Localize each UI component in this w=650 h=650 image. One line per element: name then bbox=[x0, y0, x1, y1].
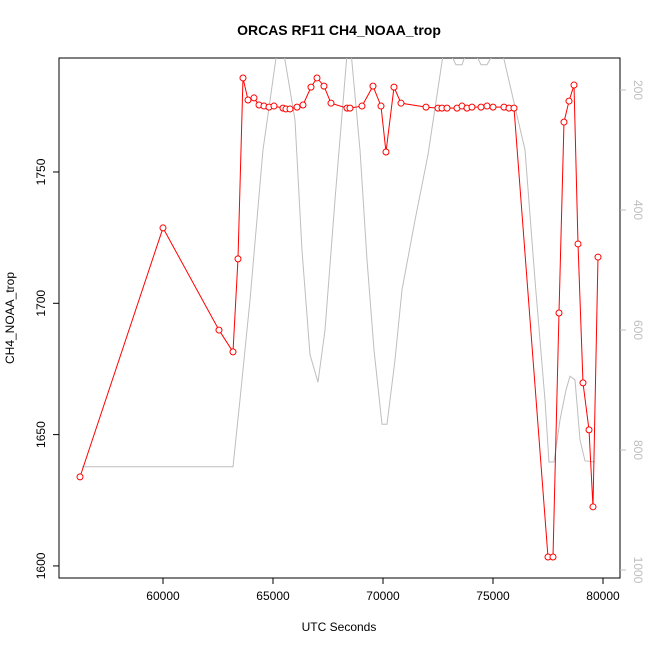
plot-frame bbox=[58, 57, 621, 579]
data-point bbox=[76, 473, 84, 481]
y-tick-label: 1750 bbox=[34, 158, 48, 185]
data-point bbox=[346, 104, 354, 112]
x-tick-label: 80000 bbox=[586, 589, 620, 603]
data-point bbox=[594, 253, 602, 261]
data-point bbox=[327, 99, 335, 107]
data-point bbox=[570, 81, 578, 89]
data-point bbox=[589, 503, 597, 511]
data-point bbox=[555, 309, 563, 317]
data-point bbox=[382, 148, 390, 156]
data-point bbox=[397, 99, 405, 107]
y-tick-label: 1700 bbox=[34, 290, 48, 317]
data-point bbox=[443, 104, 451, 112]
data-point bbox=[489, 103, 497, 111]
data-point bbox=[250, 94, 258, 102]
data-point bbox=[390, 83, 398, 91]
data-point bbox=[293, 103, 301, 111]
data-point bbox=[422, 103, 430, 111]
data-point bbox=[159, 224, 167, 232]
data-point bbox=[565, 97, 573, 105]
data-point bbox=[286, 105, 294, 113]
y-axis-title: CH4_NOAA_trop bbox=[3, 272, 17, 364]
data-point bbox=[244, 96, 252, 104]
x-tick-label: 75000 bbox=[476, 589, 510, 603]
x-tick-label: 65000 bbox=[256, 589, 290, 603]
x-axis-title: UTC Seconds bbox=[302, 620, 377, 634]
data-point bbox=[215, 326, 223, 334]
y2-tick-label: 600 bbox=[631, 320, 645, 340]
data-point bbox=[468, 103, 476, 111]
y2-tick-label: 400 bbox=[631, 200, 645, 220]
series-line bbox=[81, 58, 596, 468]
x-tick-label: 60000 bbox=[146, 589, 180, 603]
data-point bbox=[234, 255, 242, 263]
data-point bbox=[369, 82, 377, 90]
data-point bbox=[229, 348, 237, 356]
data-point bbox=[585, 426, 593, 434]
data-point bbox=[239, 74, 247, 82]
chart-title: ORCAS RF11 CH4_NOAA_trop bbox=[237, 22, 441, 38]
y2-tick-label: 1000 bbox=[631, 557, 645, 584]
y2-tick-label: 200 bbox=[631, 80, 645, 100]
data-point bbox=[377, 102, 385, 110]
data-point bbox=[510, 104, 518, 112]
data-point bbox=[313, 74, 321, 82]
x-tick-label: 70000 bbox=[366, 589, 400, 603]
data-point bbox=[560, 118, 568, 126]
data-point bbox=[574, 240, 582, 248]
data-point bbox=[270, 102, 278, 110]
plot-area bbox=[76, 58, 602, 561]
data-point bbox=[320, 82, 328, 90]
data-point bbox=[549, 553, 557, 561]
data-point bbox=[579, 379, 587, 387]
y2-tick-label: 800 bbox=[631, 440, 645, 460]
data-point bbox=[477, 103, 485, 111]
y-tick-label: 1650 bbox=[34, 421, 48, 448]
data-point bbox=[307, 83, 315, 91]
y-tick-label: 1600 bbox=[34, 552, 48, 579]
data-point bbox=[299, 101, 307, 109]
data-point bbox=[483, 102, 491, 110]
data-point bbox=[358, 102, 366, 110]
